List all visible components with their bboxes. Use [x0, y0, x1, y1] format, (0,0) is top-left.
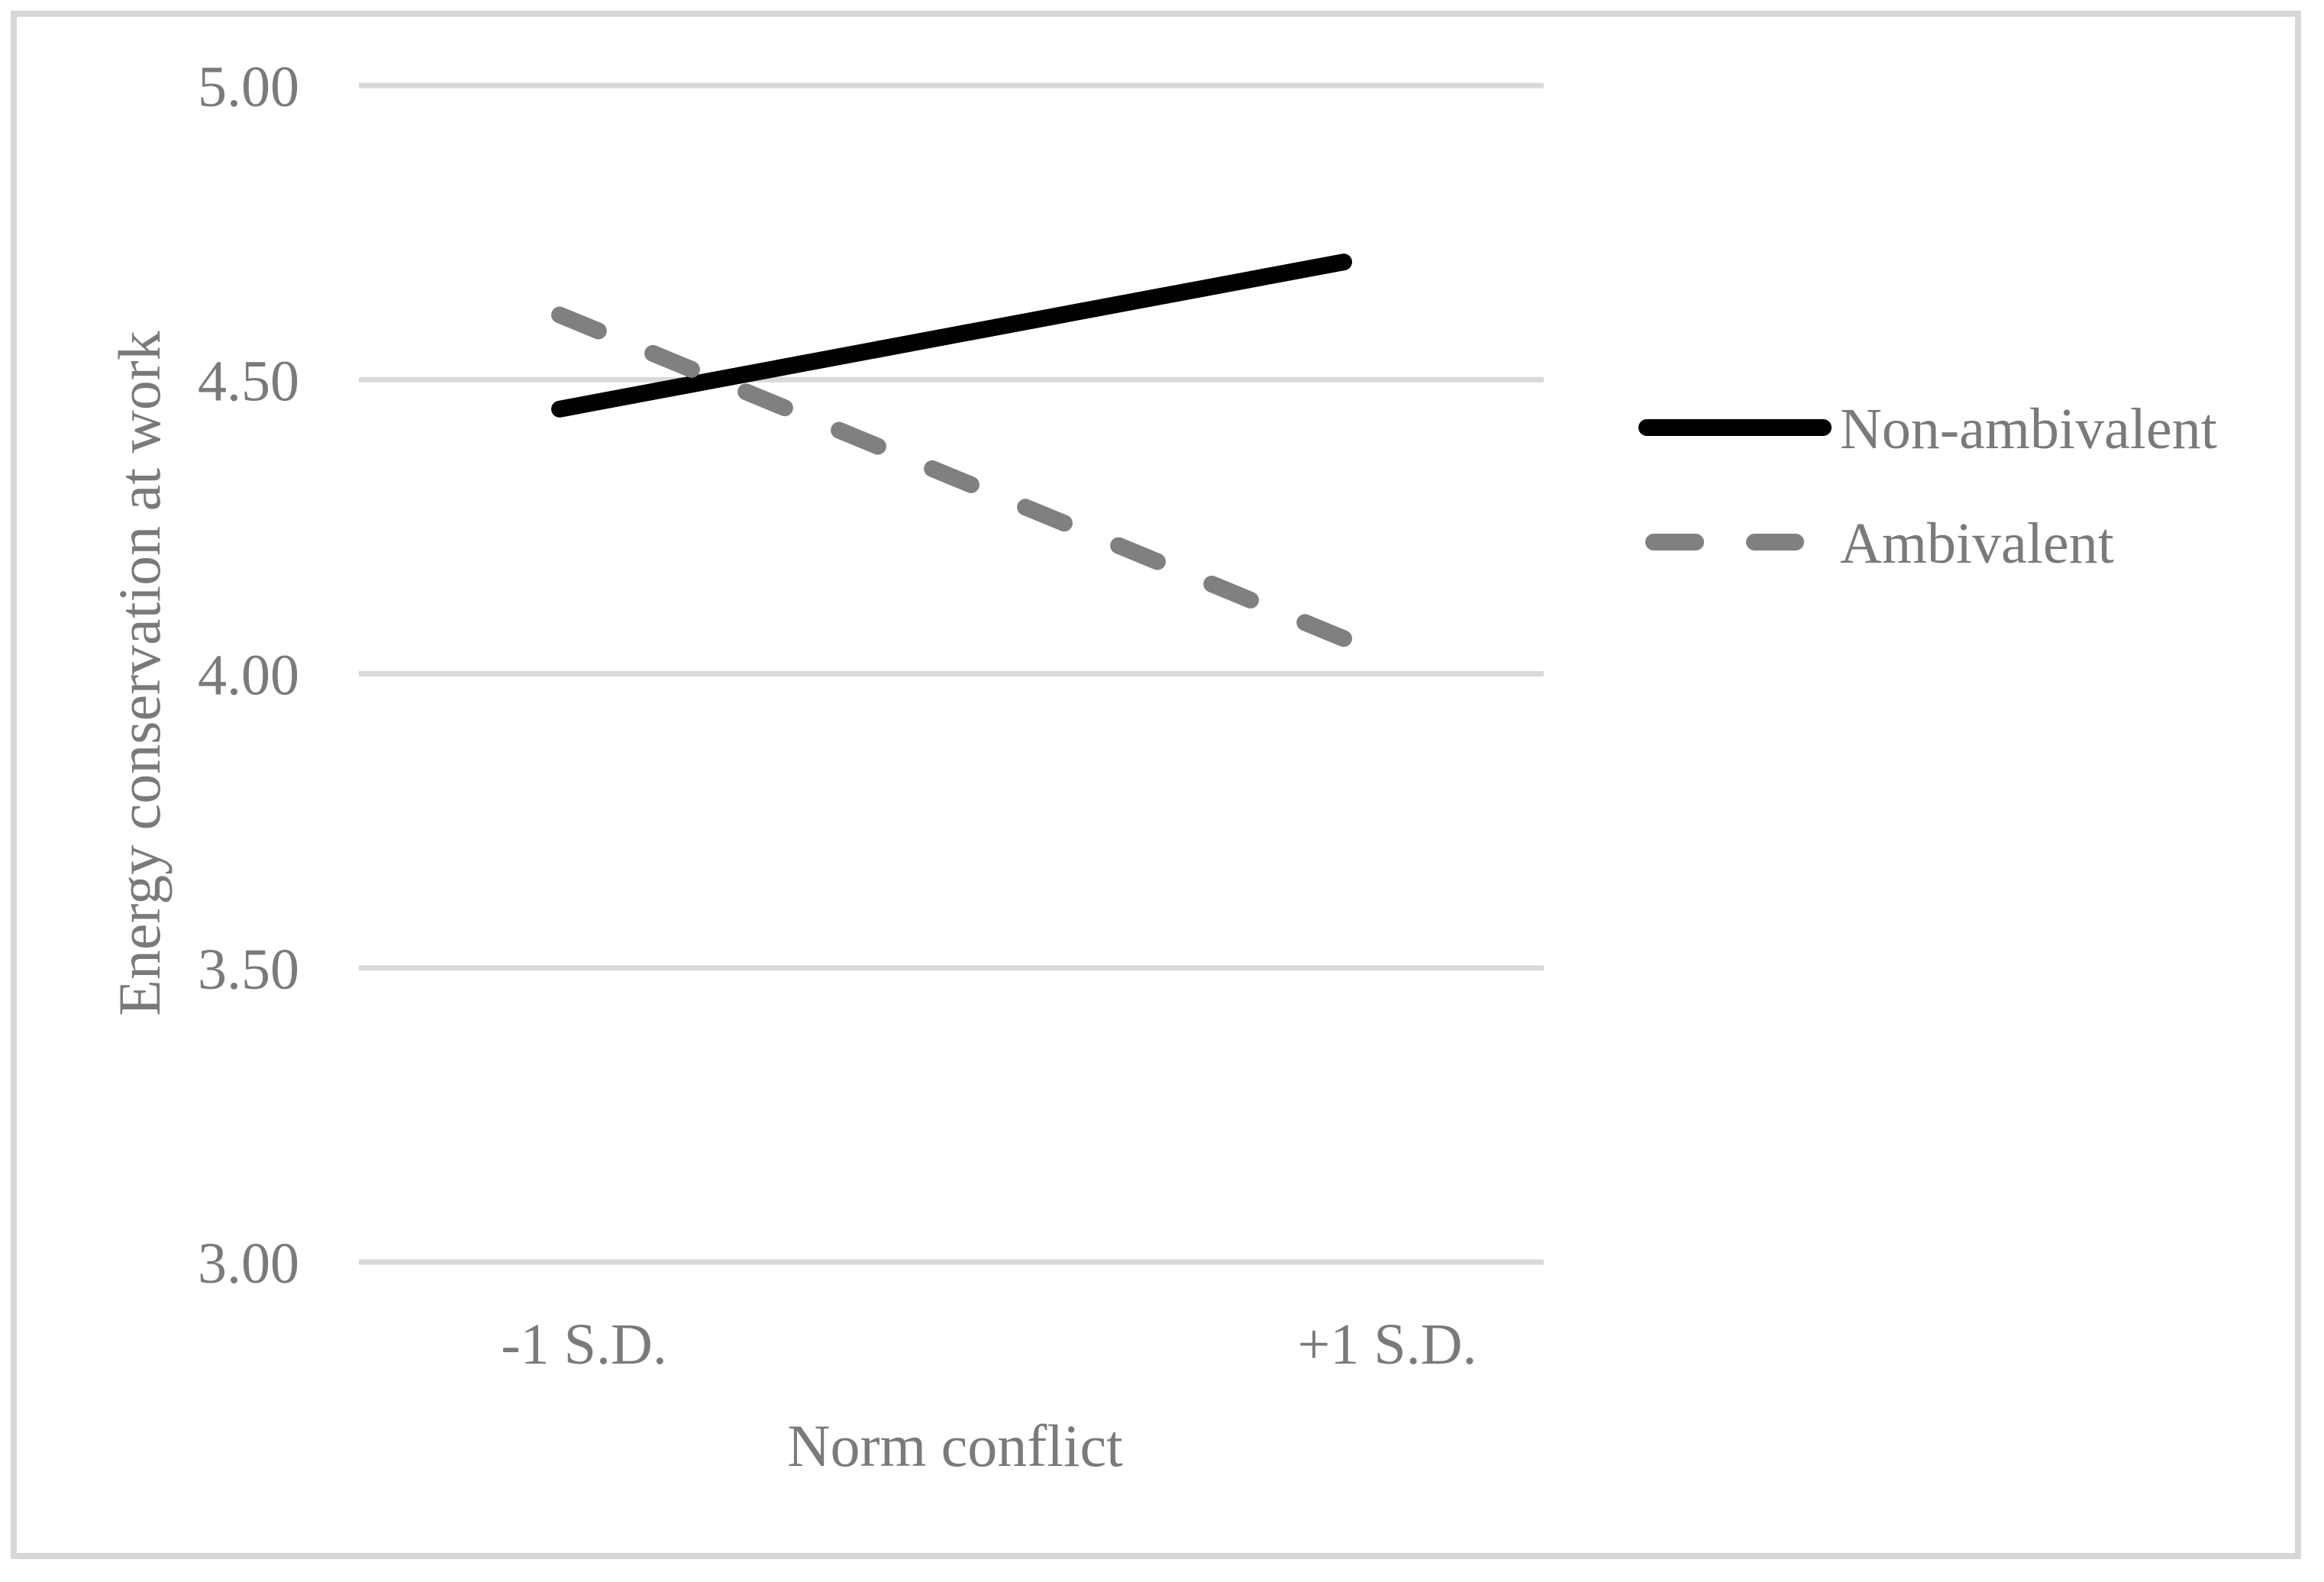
y-tick-label: 4.50 — [198, 349, 299, 413]
series-line-non-ambivalent — [551, 253, 1352, 418]
y-tick-labels: 5.00 4.50 4.00 3.50 3.00 — [198, 55, 299, 1296]
x-axis-title: Norm conflict — [787, 1412, 1123, 1479]
y-tick-label: 4.00 — [198, 644, 299, 708]
legend-label-non-ambivalent: Non-ambivalent — [1840, 397, 2217, 461]
series-lines — [551, 253, 1352, 647]
y-tick-label: 5.00 — [198, 55, 299, 119]
series-line-ambivalent — [551, 306, 1352, 647]
y-tick-label: 3.00 — [198, 1232, 299, 1296]
legend: Non-ambivalent Ambivalent — [1638, 397, 2217, 576]
figure-border — [11, 11, 2301, 1559]
y-axis-title: Energy conservation at work — [106, 331, 173, 1015]
x-tick-label-minus-1sd: -1 S.D. — [501, 1312, 667, 1377]
gridlines — [359, 82, 1544, 1265]
x-tick-labels: -1 S.D. +1 S.D. — [501, 1312, 1477, 1377]
legend-label-ambivalent: Ambivalent — [1840, 512, 2114, 576]
y-tick-label: 3.50 — [198, 938, 299, 1002]
x-tick-label-plus-1sd: +1 S.D. — [1297, 1312, 1477, 1377]
